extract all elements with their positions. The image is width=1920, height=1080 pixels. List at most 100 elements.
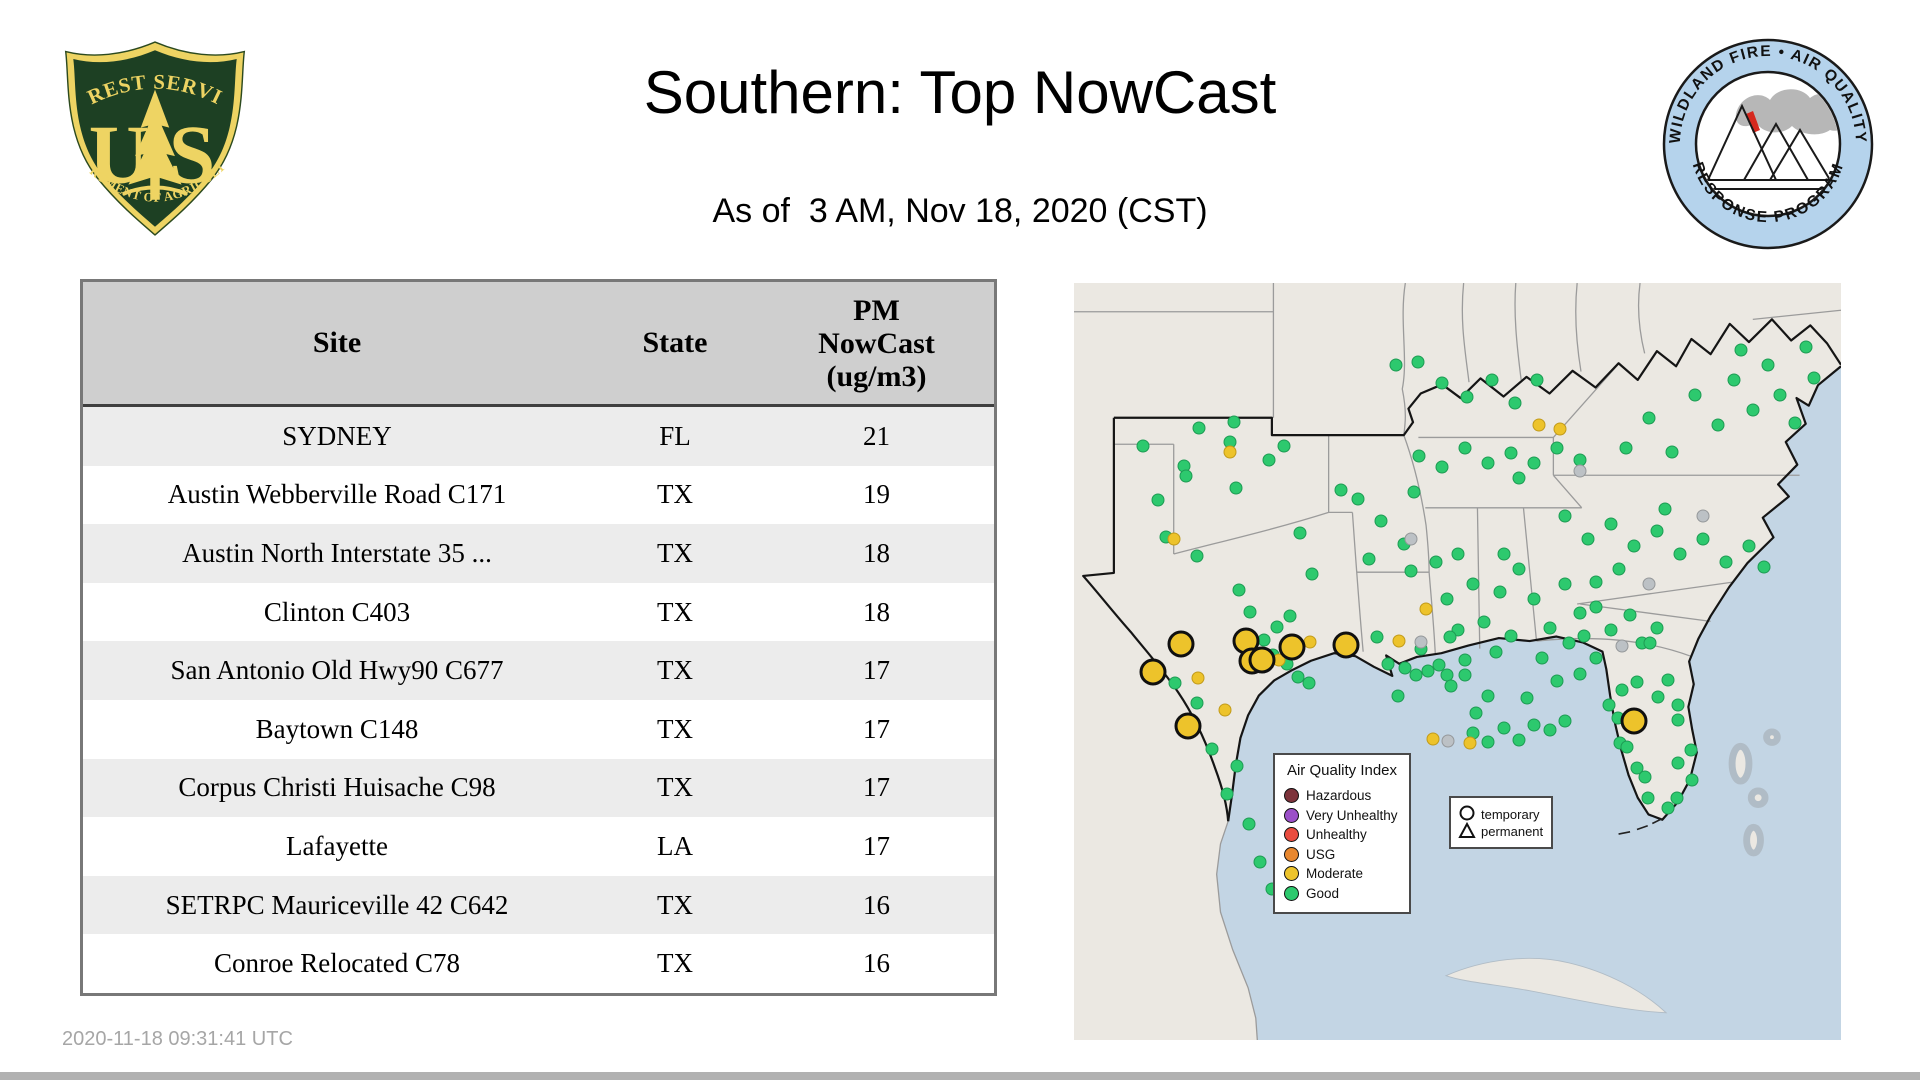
site-marker-good — [1381, 657, 1395, 671]
table-row: Corpus Christi Huisache C98 TX 17 — [83, 758, 994, 818]
aqi-swatch-icon — [1284, 866, 1299, 882]
site-marker-good — [1727, 373, 1741, 387]
cell-site: Lafayette — [286, 830, 388, 861]
aqi-swatch-icon — [1284, 846, 1299, 862]
cell-state: TX — [657, 596, 693, 627]
region-border — [1083, 319, 1841, 821]
cell-value: 21 — [863, 420, 890, 451]
site-marker-good — [1604, 623, 1618, 637]
site-marker-moderate — [1532, 418, 1546, 432]
site-marker-good — [1719, 555, 1733, 569]
cell-site: Conroe Relocated C78 — [214, 948, 460, 979]
site-marker-good — [1485, 373, 1499, 387]
site-marker-good — [1562, 636, 1576, 650]
aqi-item-label: USG — [1306, 846, 1336, 862]
site-marker-good — [1374, 514, 1388, 528]
site-marker-good — [1305, 567, 1319, 581]
pine-tree-icon — [128, 89, 182, 200]
site-marker-good — [1665, 445, 1679, 459]
cell-value: 16 — [863, 889, 890, 920]
site-marker-good — [1589, 651, 1603, 665]
site-marker-good — [1253, 855, 1267, 869]
nowcast-table: Site State PM NowCast (ug/m3) SYDNEY FL 21… — [80, 279, 997, 996]
table-row: Clinton C403 TX 18 — [83, 582, 994, 642]
site-marker-good — [1773, 388, 1787, 402]
site-marker-good — [1497, 721, 1511, 735]
site-marker-good — [1481, 456, 1495, 470]
site-marker-good — [1242, 817, 1256, 831]
site-marker-good — [1627, 539, 1641, 553]
site-marker-good — [1508, 396, 1522, 410]
site-marker-good — [1277, 439, 1291, 453]
site-marker-good — [1293, 526, 1307, 540]
site-marker-moderate — [1419, 602, 1433, 616]
site-marker-good — [1179, 469, 1193, 483]
site-marker-good — [1589, 575, 1603, 589]
site-marker-good — [1550, 674, 1564, 688]
site-marker-good — [1504, 629, 1518, 643]
site-marker-good — [1270, 620, 1284, 634]
cell-value: 16 — [863, 948, 890, 979]
aqi-legend-item: Good — [1284, 884, 1400, 904]
table-row: SETRPC Mauriceville 42 C642 TX 16 — [83, 875, 994, 935]
site-marker-good — [1481, 735, 1495, 749]
generated-timestamp: 2020-11-18 09:31:41 UTC — [62, 1028, 293, 1050]
site-marker-good — [1257, 633, 1271, 647]
cell-state: TX — [657, 889, 693, 920]
table-body: SYDNEY FL 21 Austin Webberville Road C171 TX… — [83, 407, 994, 993]
site-marker-good — [1673, 547, 1687, 561]
cell-value: 17 — [863, 713, 890, 744]
site-marker-good — [1205, 742, 1219, 756]
site-marker-good — [1527, 718, 1541, 732]
site-marker-good — [1612, 562, 1626, 576]
site-marker-good — [1558, 577, 1572, 591]
table-row: Austin Webberville Road C171 TX 19 — [83, 465, 994, 525]
table-row: San Antonio Old Hwy90 C677 TX 17 — [83, 641, 994, 700]
site-marker-good — [1362, 552, 1376, 566]
cell-site: SETRPC Mauriceville 42 C642 — [165, 889, 509, 920]
site-marker-good — [1543, 621, 1557, 635]
site-marker-good — [1734, 343, 1748, 357]
site-marker-moderate — [1392, 634, 1406, 648]
site-marker-good — [1220, 787, 1234, 801]
cell-value: 18 — [863, 537, 890, 568]
site-marker-good — [1711, 418, 1725, 432]
site-marker-good — [1412, 449, 1426, 463]
site-marker-moderate — [1303, 635, 1317, 649]
site-marker-good — [1550, 441, 1564, 455]
site-marker-good — [1807, 371, 1821, 385]
site-marker-good — [1232, 583, 1246, 597]
site-marker-no-data — [1573, 464, 1587, 478]
smoke-cloud-icon — [1735, 89, 1839, 135]
site-marker-good — [1623, 608, 1637, 622]
aqi-item-label: Unhealthy — [1306, 827, 1367, 843]
site-marker-good — [1458, 653, 1472, 667]
table-row: Austin North Interstate 35 ... TX 18 — [83, 524, 994, 583]
aqi-legend-item: Hazardous — [1284, 786, 1400, 806]
site-marker-good — [1661, 801, 1675, 815]
aqi-legend-item: Very Unhealthy — [1284, 806, 1400, 826]
site-marker-moderate — [1191, 671, 1205, 685]
site-marker-moderate — [1223, 445, 1237, 459]
site-marker-good — [1684, 743, 1698, 757]
col-header-site: Site — [312, 326, 362, 359]
site-marker-good — [1650, 524, 1664, 538]
cell-value: 17 — [863, 655, 890, 686]
wfaqrp-logo: WILDLAND FIRE • AIR QUALITY RESPONSE PRO… — [1662, 38, 1874, 250]
site-marker-good — [1512, 471, 1526, 485]
site-marker-good — [1389, 358, 1403, 372]
table-row: Baytown C148 TX 17 — [83, 699, 994, 759]
aqi-swatch-icon — [1284, 885, 1299, 901]
site-marker-good — [1190, 696, 1204, 710]
site-marker-good — [1619, 441, 1633, 455]
site-marker-good — [1746, 403, 1760, 417]
state-borders — [1074, 283, 1841, 1040]
col-header-value: PM NowCast (ug/m3) — [759, 294, 994, 393]
cell-site: Baytown C148 — [255, 713, 419, 744]
site-marker-good — [1443, 630, 1457, 644]
site-marker-good — [1527, 456, 1541, 470]
aqi-legend: Air Quality Index Hazardous Very Unhealth… — [1273, 753, 1411, 914]
site-marker-good — [1493, 585, 1507, 599]
site-marker-good — [1411, 355, 1425, 369]
